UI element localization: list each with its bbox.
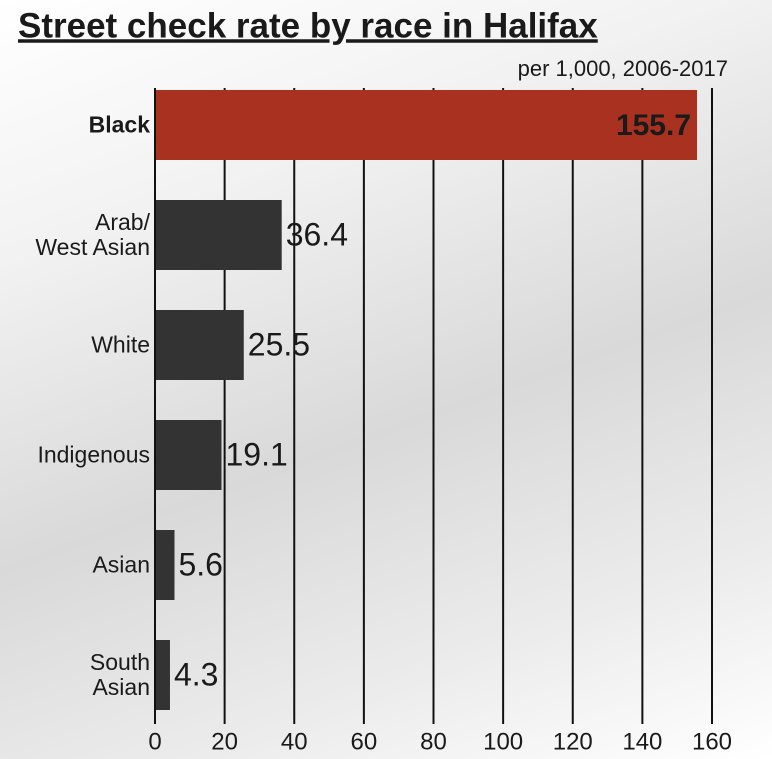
y-tick-label: White: [91, 331, 150, 358]
x-tick-label: 160: [692, 728, 732, 755]
chart-subtitle: per 1,000, 2006-2017: [518, 56, 728, 81]
y-tick-label: Arab/ West Asian: [35, 209, 150, 260]
x-tick-label: 0: [148, 728, 161, 755]
x-tick-label: 40: [281, 728, 308, 755]
bar: [155, 420, 222, 490]
y-tick-label: South Asian: [89, 649, 150, 700]
value-label: 155.7: [616, 109, 691, 142]
x-tick-label: 120: [553, 728, 593, 755]
x-tick-label: 60: [351, 728, 378, 755]
y-tick-label: Indigenous: [37, 441, 150, 468]
y-tick-label: Asian: [92, 551, 150, 578]
value-label: 5.6: [178, 546, 222, 582]
x-tick-label: 140: [622, 728, 662, 755]
bar: [155, 90, 698, 160]
value-label: 25.5: [248, 326, 310, 362]
bar: [155, 640, 170, 710]
value-label: 4.3: [174, 656, 218, 692]
y-tick-label: Black: [88, 111, 150, 138]
value-label: 19.1: [225, 436, 287, 472]
x-tick-label: 20: [211, 728, 238, 755]
bar: [155, 310, 244, 380]
x-tick-label: 80: [420, 728, 447, 755]
bar: [155, 200, 282, 270]
value-label: 36.4: [286, 216, 348, 252]
chart-title: Street check rate by race in Halifax: [18, 6, 598, 45]
x-tick-label: 100: [483, 728, 523, 755]
bar: [155, 530, 175, 600]
